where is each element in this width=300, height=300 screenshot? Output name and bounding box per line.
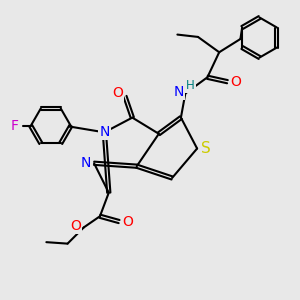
Text: F: F (11, 119, 19, 133)
Text: H: H (186, 79, 195, 92)
Text: S: S (201, 141, 211, 156)
Text: N: N (81, 156, 91, 170)
Text: O: O (230, 75, 241, 89)
Text: O: O (122, 214, 133, 229)
Text: N: N (99, 125, 110, 139)
Text: O: O (70, 219, 81, 233)
Text: O: O (112, 86, 123, 100)
Text: N: N (174, 85, 184, 99)
